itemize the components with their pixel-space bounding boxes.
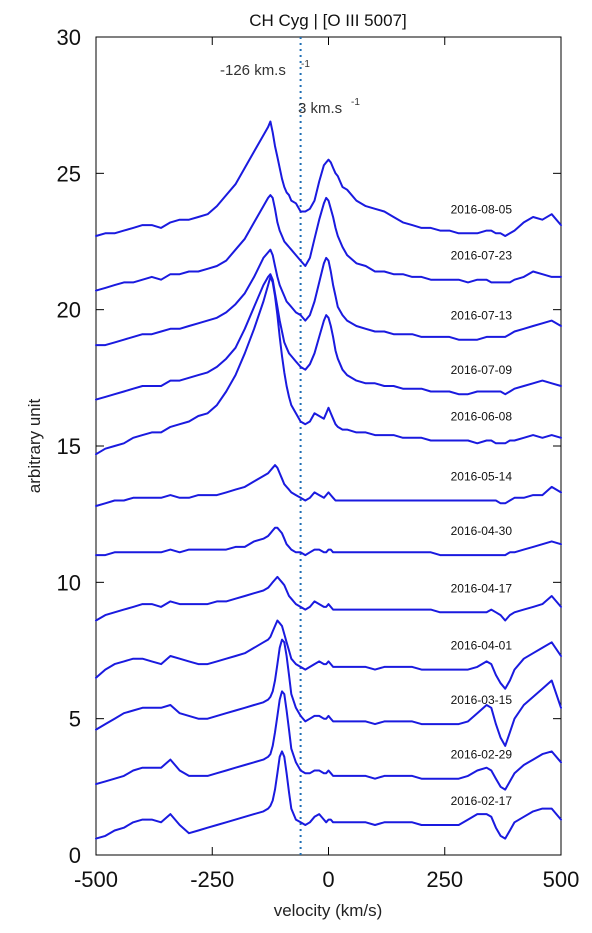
spectrum-date-label: 2016-02-17 [451, 794, 513, 808]
x-axis: -500 -250 0 250 500 [74, 37, 579, 892]
date-labels: 2016-08-05 2016-07-23 2016-07-13 2016-07-09… [451, 202, 513, 808]
y-tick-label: 5 [69, 707, 81, 732]
y-tick-label: 25 [57, 161, 81, 186]
spectrum-line [95, 120, 562, 237]
y-axis-label: arbitrary unit [25, 398, 44, 493]
x-tick-label: -500 [74, 867, 118, 892]
spectrum-line [95, 526, 562, 557]
spectrum-date-label: 2016-04-01 [451, 639, 513, 653]
spectrum-date-label: 2016-03-15 [451, 693, 513, 707]
spectrum-line [95, 194, 562, 292]
series-group [95, 120, 562, 840]
spectrum-date-label: 2016-06-08 [451, 410, 513, 424]
spectrum-line [95, 273, 562, 401]
y-tick-label: 15 [57, 434, 81, 459]
spectrum-date-label: 2016-08-05 [451, 202, 513, 216]
spectrum-line [95, 750, 562, 840]
spectrum-date-label: 2016-07-23 [451, 249, 513, 263]
spectrum-date-label: 2016-04-30 [451, 524, 513, 538]
spectrum-line [95, 248, 562, 347]
y-tick-label: 30 [57, 25, 81, 50]
spectrum-date-label: 2016-07-13 [451, 309, 513, 323]
spectrum-date-label: 2016-07-09 [451, 363, 513, 377]
spectrum-line [95, 464, 562, 507]
spectrum-date-label: 2016-05-14 [451, 470, 513, 484]
spectrum-line [95, 638, 562, 747]
x-tick-label: -250 [190, 867, 234, 892]
annotation-blue-peak-sup: -1 [301, 59, 310, 70]
annotations: -126 km.s -1 3 km.s -1 [220, 59, 360, 117]
spectrum-line [95, 619, 562, 690]
annotation-red-peak: 3 km.s [298, 100, 342, 117]
spectrum-line [95, 275, 562, 456]
y-tick-label: 0 [69, 843, 81, 868]
x-tick-label: 0 [322, 867, 334, 892]
chart-title: CH Cyg | [O III 5007] [249, 11, 406, 30]
x-tick-label: 250 [426, 867, 463, 892]
spectrum-date-label: 2016-04-17 [451, 581, 513, 595]
annotation-blue-peak: -126 km.s [220, 62, 286, 79]
x-axis-label: velocity (km/s) [274, 901, 383, 920]
annotation-red-peak-sup: -1 [351, 97, 360, 108]
spectrum-line [95, 690, 562, 791]
y-axis: 0 5 10 15 20 25 30 [57, 25, 561, 868]
spectrum-date-label: 2016-02-29 [451, 748, 513, 762]
x-tick-label: 500 [543, 867, 580, 892]
y-tick-label: 20 [57, 298, 81, 323]
y-tick-label: 10 [57, 570, 81, 595]
spectrum-line [95, 575, 562, 622]
